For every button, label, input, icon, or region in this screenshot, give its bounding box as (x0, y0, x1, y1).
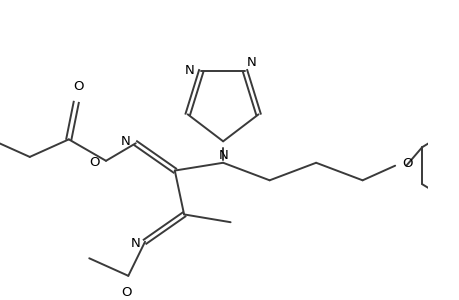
Text: O: O (402, 157, 412, 170)
Text: N: N (246, 56, 256, 70)
Text: F: F (456, 212, 459, 225)
Text: N: N (120, 135, 130, 148)
Text: O: O (121, 286, 131, 298)
Text: N: N (218, 149, 228, 162)
Text: O: O (89, 156, 99, 169)
Text: O: O (73, 80, 83, 93)
Text: N: N (185, 64, 194, 77)
Text: N: N (130, 237, 140, 250)
